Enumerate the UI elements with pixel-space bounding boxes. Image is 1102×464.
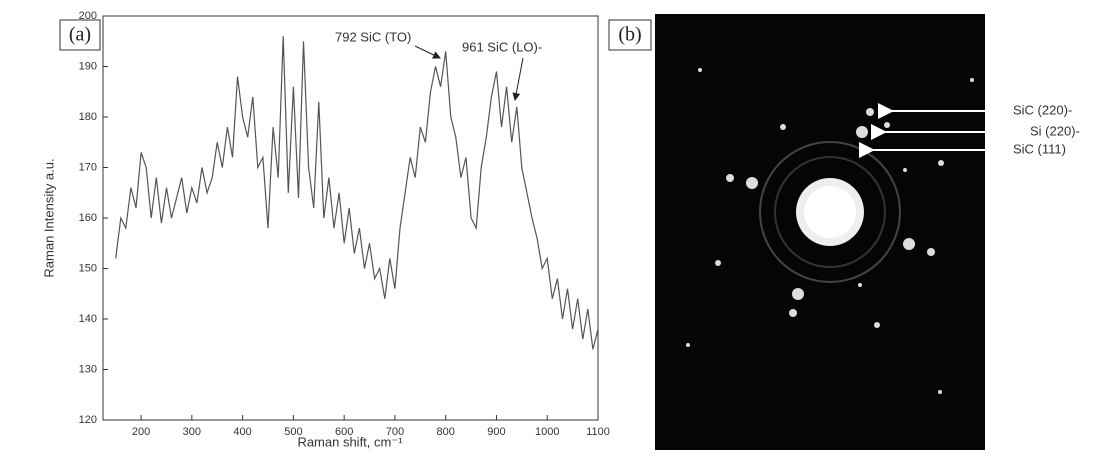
- annotation: 792 SiC (TO): [335, 29, 411, 44]
- x-tick-label: 1100: [586, 426, 610, 438]
- ring: [759, 141, 901, 283]
- y-tick-label: 180: [79, 111, 97, 123]
- panel-label: (a): [69, 24, 91, 46]
- panel-label-box: [608, 19, 652, 51]
- annotation-arrow: [414, 45, 441, 59]
- y-tick-label: 190: [79, 60, 97, 72]
- x-tick-label: 900: [487, 426, 505, 438]
- x-tick-label: 300: [183, 426, 201, 438]
- diffraction-label: SiC (220)-: [1013, 102, 1072, 117]
- y-tick-label: 170: [79, 161, 97, 173]
- ring: [774, 156, 886, 268]
- x-tick-label: 700: [386, 426, 404, 438]
- panel-label-box: [59, 19, 101, 51]
- y-tick-label: 120: [79, 414, 97, 426]
- y-tick-label: 200: [79, 10, 97, 22]
- spots: [686, 68, 974, 394]
- y-tick-label: 130: [79, 363, 97, 375]
- central-spot: [804, 186, 856, 238]
- y-tick-label: 160: [79, 212, 97, 224]
- y-axis-label: Raman Intensity a.u.: [41, 158, 56, 277]
- diffraction-label: SiC (111): [1013, 141, 1066, 156]
- x-tick-label: 200: [132, 426, 150, 438]
- x-axis-label: Raman shift, cm⁻¹: [297, 434, 403, 449]
- y-tick-label: 140: [79, 313, 97, 325]
- x-tick-label: 600: [335, 426, 353, 438]
- x-tick-label: 400: [233, 426, 251, 438]
- x-tick-label: 800: [437, 426, 455, 438]
- diffraction-label: Si (220)-: [1030, 123, 1080, 138]
- x-tick-label: 1000: [535, 426, 559, 438]
- spectrum-line: [115, 36, 599, 350]
- annotation: 961 SiC (LO)-: [462, 39, 542, 54]
- annotation-arrow: [512, 57, 524, 101]
- x-tick-label: 500: [284, 426, 302, 438]
- panel-label: (b): [618, 24, 641, 46]
- y-tick-label: 150: [79, 262, 97, 274]
